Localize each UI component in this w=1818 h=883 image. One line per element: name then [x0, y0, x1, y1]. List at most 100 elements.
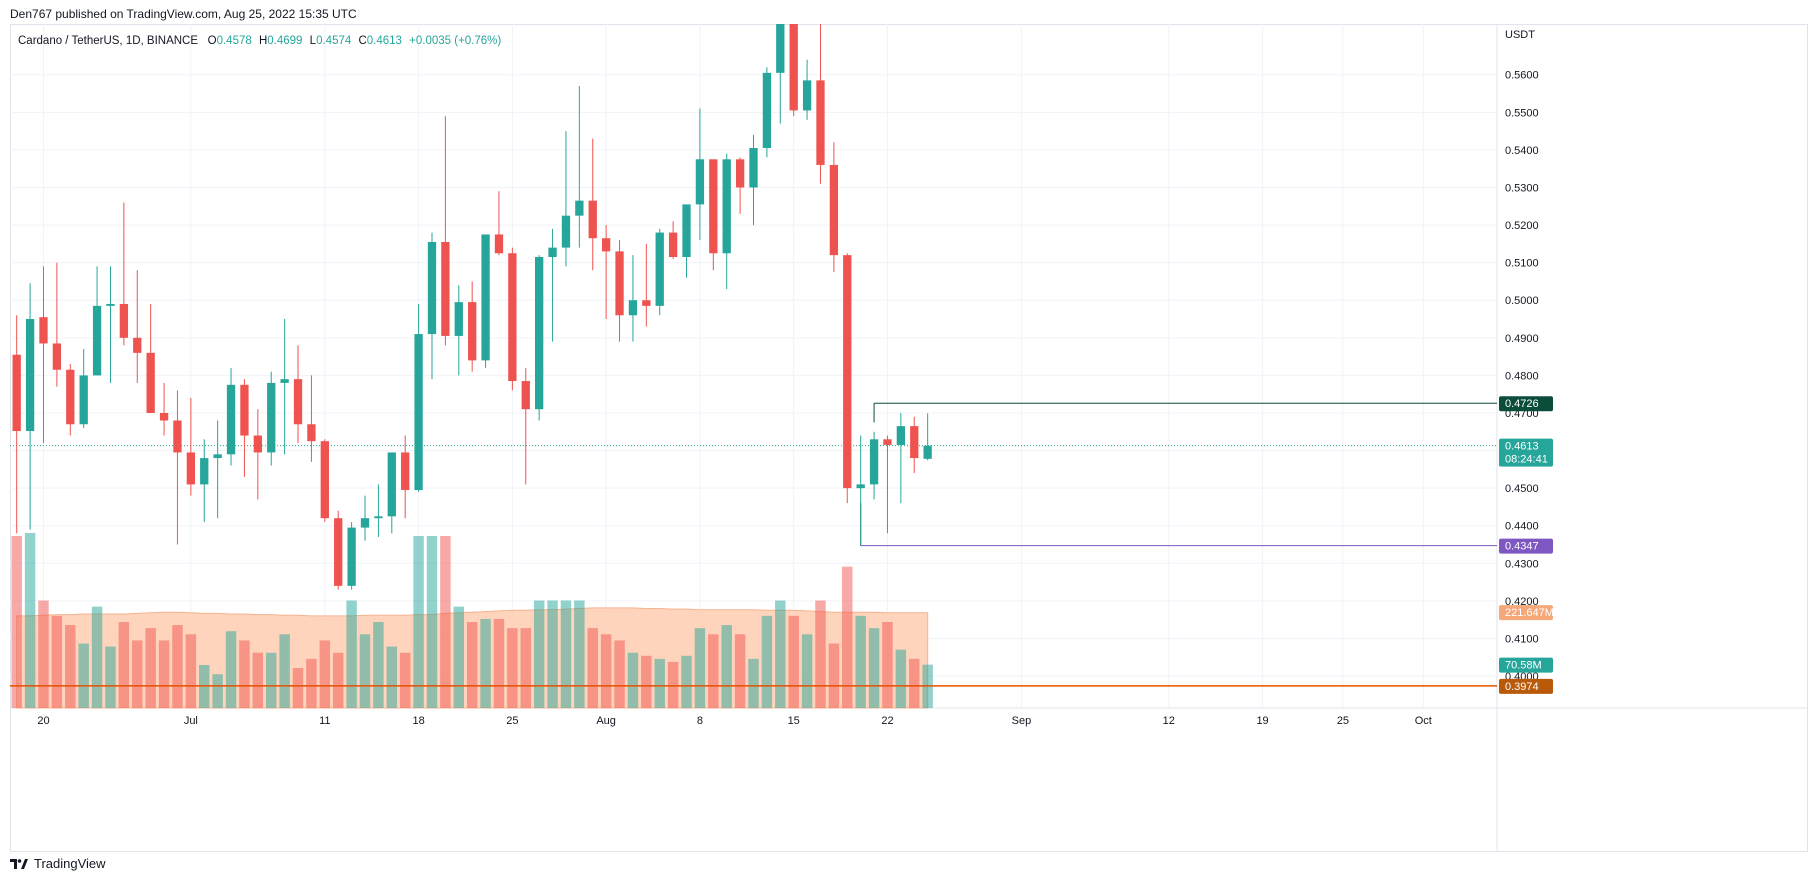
candle-body — [414, 334, 423, 491]
candle-body — [816, 80, 825, 165]
candle-body — [508, 253, 517, 382]
candle-body — [200, 458, 209, 485]
resistance-badge-bg — [1499, 396, 1553, 412]
volume-bar — [399, 652, 411, 708]
volume-bar — [185, 634, 197, 708]
y-tick-label: 0.5000 — [1505, 295, 1539, 307]
x-tick-label: 12 — [1163, 715, 1175, 727]
volume-bar — [641, 655, 652, 708]
y-tick-label: 0.4800 — [1505, 370, 1539, 382]
candle-body — [776, 24, 785, 73]
candle-body — [226, 384, 236, 455]
volume-bar — [413, 536, 424, 708]
volume-bar — [212, 674, 223, 708]
candle-body — [347, 527, 356, 586]
volume-bar — [734, 634, 746, 708]
volume-bar — [78, 643, 89, 708]
y-tick-label: 0.4900 — [1505, 333, 1539, 345]
volume-bar — [158, 640, 170, 708]
volume-bar — [614, 640, 625, 708]
volume-bar — [239, 640, 250, 708]
candle-body — [119, 303, 129, 338]
x-tick-label: 25 — [1337, 715, 1349, 727]
volume-bar — [855, 615, 866, 708]
low-label: L — [309, 35, 317, 47]
volume-bar — [694, 628, 706, 708]
candle-body — [454, 302, 463, 336]
volume-bar — [547, 600, 558, 708]
candle-body — [642, 300, 651, 306]
volume-bar — [440, 536, 451, 708]
candle-body — [521, 381, 530, 410]
volume-bar — [801, 634, 813, 708]
volume-bar — [761, 615, 773, 708]
candle-body — [561, 215, 571, 248]
volume-bar — [868, 628, 880, 708]
candle-body — [722, 159, 731, 254]
price-chart[interactable]: 0.40000.41000.42000.43000.44000.45000.46… — [10, 24, 1808, 852]
volume-bar — [895, 649, 907, 708]
volume-bar — [172, 625, 183, 708]
volume-bar — [627, 652, 639, 708]
volume-bar — [775, 600, 786, 708]
y-tick-label: 0.5400 — [1505, 145, 1539, 157]
volume-badge-text: 70.58M — [1505, 660, 1542, 672]
open-label: O — [207, 35, 217, 47]
close-label: C — [358, 35, 367, 47]
candle-body — [66, 369, 75, 425]
candle-body — [883, 439, 892, 445]
candle-body — [12, 354, 21, 432]
candle-body — [213, 454, 222, 459]
currency-label: USDT — [1505, 29, 1535, 41]
horizontal-lines — [10, 402, 1497, 687]
candle-body — [655, 232, 664, 306]
candle-body — [280, 379, 289, 383]
volume-bar — [654, 658, 665, 708]
chart-legend: Cardano / TetherUS, 1D, BINANCE O0.4578 … — [18, 35, 505, 47]
candle-body — [548, 247, 557, 258]
candle-body — [494, 234, 504, 254]
x-tick-label: Sep — [1012, 715, 1032, 727]
current-price-badge-bg — [1499, 438, 1553, 467]
volume-bar — [882, 622, 893, 708]
change-value: +0.0035 (+0.76%) — [409, 35, 502, 47]
volume-bar — [533, 600, 545, 708]
volume-bar — [225, 631, 237, 708]
high-label: H — [258, 35, 268, 47]
y-tick-label: 0.5500 — [1505, 107, 1539, 119]
volume-bar — [105, 646, 116, 708]
volume-bar — [306, 658, 317, 708]
volume-bar — [587, 628, 598, 708]
volume-bar — [91, 606, 103, 708]
price-axis: 0.40000.41000.42000.43000.44000.45000.46… — [1505, 29, 1539, 683]
volume-ma-badge-text: 221.647M — [1505, 607, 1554, 619]
volume-bar — [279, 634, 290, 708]
volume-bar — [11, 536, 22, 708]
volume-bar — [319, 640, 331, 708]
candle-body — [320, 441, 329, 519]
x-tick-label: 8 — [697, 715, 703, 727]
candle-body — [133, 337, 142, 353]
y-tick-label: 0.5100 — [1505, 258, 1539, 270]
footer: TradingView — [10, 856, 106, 871]
level-badge-text: 0.3974 — [1505, 681, 1539, 693]
candle-body — [106, 303, 115, 306]
volume-bar — [24, 532, 36, 708]
volume-bar — [359, 634, 371, 708]
candle-body — [441, 241, 450, 336]
symbol-title[interactable]: Cardano / TetherUS, 1D, BINANCE — [18, 35, 199, 47]
volume-bar — [909, 658, 920, 708]
candle-body — [374, 516, 383, 519]
y-tick-label: 0.5300 — [1505, 182, 1539, 194]
high-value: 0.4699 — [267, 35, 303, 47]
tradingview-brand[interactable]: TradingView — [34, 856, 106, 871]
x-tick-label: 11 — [319, 715, 330, 727]
volume-bar — [721, 625, 732, 708]
level-badge-bg — [1499, 678, 1553, 694]
volume-bar — [600, 634, 612, 708]
volume-bar — [574, 600, 585, 708]
volume-bar — [292, 668, 304, 708]
x-tick-label: 15 — [788, 715, 800, 727]
volume-bar — [426, 536, 438, 708]
